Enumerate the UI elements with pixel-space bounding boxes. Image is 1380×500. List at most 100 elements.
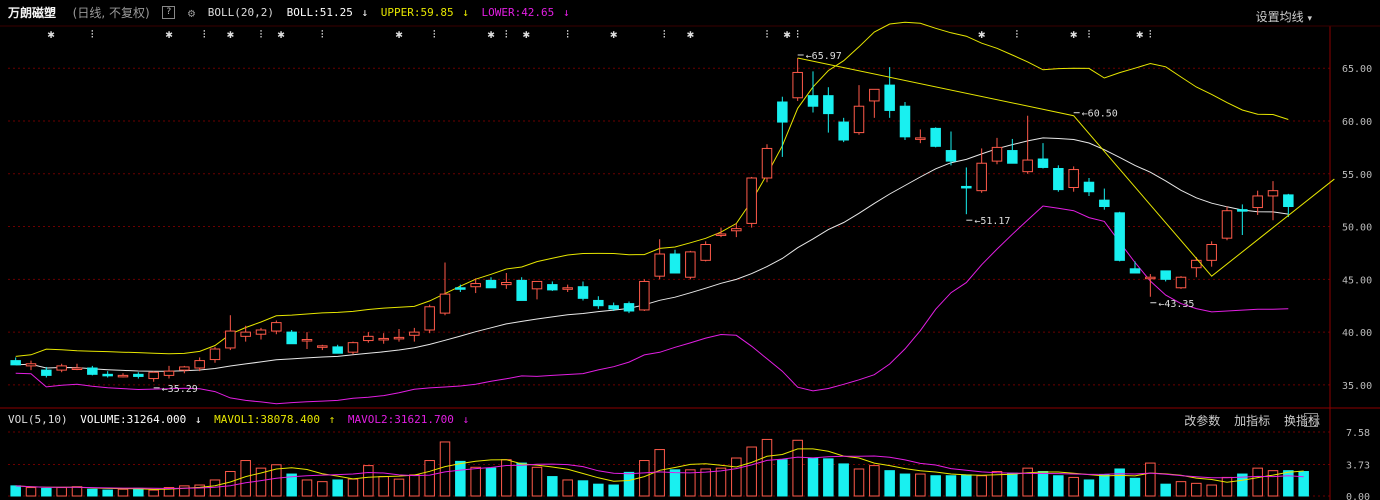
candle [884, 67, 895, 118]
event-marker-icon: ✱ [610, 27, 617, 41]
candle-body [347, 342, 359, 353]
volume-bar [363, 465, 374, 497]
candle-body [761, 147, 773, 179]
candle [133, 372, 144, 379]
candle-body [117, 374, 129, 378]
stock-name[interactable]: 万朗磁塑 [8, 6, 57, 20]
candle-body [439, 293, 451, 314]
volume-bar [56, 487, 67, 497]
event-marker-icon: ⁝ [90, 27, 94, 41]
upper-value: UPPER:59.85 [380, 6, 454, 19]
event-marker-icon: ✱ [1136, 27, 1143, 41]
candle [961, 167, 972, 215]
candle [1145, 274, 1156, 297]
gear-icon[interactable]: ⚙ [187, 5, 196, 20]
event-marker-icon: ✱ [277, 27, 284, 41]
switch-indicator-button[interactable]: 换指标 [1283, 414, 1320, 428]
candle [1053, 165, 1064, 192]
candle-body [1083, 181, 1095, 193]
candle-body [1007, 150, 1018, 164]
price-axis: 65.00 60.00 55.00 50.00 45.00 40.00 35.00 [1342, 64, 1372, 392]
candle [669, 249, 681, 274]
candle [87, 365, 98, 376]
candle [102, 371, 113, 378]
candle-body [102, 373, 113, 377]
candle [209, 346, 221, 363]
set-ma-button[interactable]: 设置均线 ▾ [1256, 8, 1312, 25]
candle-body [1267, 190, 1279, 197]
candle [976, 148, 987, 193]
volume-bar [1237, 473, 1248, 497]
volume-bar [25, 487, 37, 497]
candle-body [1175, 276, 1187, 289]
candle [71, 363, 83, 371]
lower-band-line [15, 205, 1289, 405]
volume-bar [853, 468, 865, 497]
volume-bar [378, 476, 389, 497]
candle-body [378, 337, 389, 341]
candle-body [271, 322, 282, 332]
modify-params-button[interactable]: 改参数 [1184, 414, 1221, 428]
event-marker-icon: ✱ [1070, 27, 1077, 41]
volume-bar [669, 469, 681, 497]
candle-body [593, 299, 604, 307]
close-icon[interactable]: ✕ [1304, 413, 1318, 427]
period-label: (日线, 不复权) [72, 6, 150, 20]
candle [1283, 193, 1294, 218]
candle-body [669, 253, 681, 274]
volume-bar [1129, 477, 1141, 497]
volume-bar [899, 473, 911, 497]
candle-body [838, 121, 849, 141]
candle-body [991, 146, 1003, 162]
volume-bar [1037, 471, 1049, 497]
volume-bar [623, 471, 635, 497]
volume-bar [347, 478, 359, 497]
candle-body [577, 286, 589, 299]
volume-bar [41, 487, 52, 497]
candle [10, 357, 21, 366]
volume-bar [470, 466, 481, 497]
volume-bar [777, 459, 788, 497]
volume-bar [731, 457, 742, 497]
candle [1129, 261, 1141, 274]
volume-bar [915, 473, 926, 497]
chevron-down-icon: ▾ [1307, 14, 1312, 24]
volume-bar [317, 481, 328, 497]
candle [531, 280, 543, 300]
event-marker-icon: ⁝ [320, 27, 324, 41]
candle [240, 325, 251, 342]
candle [1037, 143, 1049, 169]
candle-body [163, 370, 175, 376]
candle-body [1053, 168, 1064, 191]
candle [301, 332, 313, 349]
event-marker-icon: ✱ [783, 27, 790, 41]
mavol1-value: MAVOL1:38078.400 [214, 412, 321, 426]
candle [148, 371, 159, 382]
volume-bar [117, 488, 129, 497]
candle-body [1129, 268, 1141, 274]
add-indicator-button[interactable]: 加指标 [1234, 414, 1271, 428]
candle [225, 315, 236, 351]
candle-body [87, 367, 98, 375]
volume-bar [1145, 462, 1156, 497]
volume-bar [1283, 470, 1294, 497]
candle [915, 129, 926, 144]
candle-body [608, 305, 619, 310]
candle [1267, 181, 1279, 221]
candle [1175, 276, 1187, 289]
event-marker-icon: ✱ [523, 27, 530, 41]
lower-value: LOWER:42.65 [481, 6, 555, 19]
volume-bar [163, 487, 175, 497]
candle-body [225, 330, 236, 349]
help-icon[interactable]: ? [162, 6, 176, 19]
price-tick-label: 55.00 [1342, 170, 1372, 181]
volume-bar [884, 470, 895, 497]
candle-body [317, 345, 328, 348]
candle [255, 327, 267, 340]
price-annotation-label: ←51.17 [974, 216, 1010, 227]
candle-body [623, 303, 635, 312]
candle-body [777, 101, 788, 123]
candle-body [1283, 194, 1294, 207]
